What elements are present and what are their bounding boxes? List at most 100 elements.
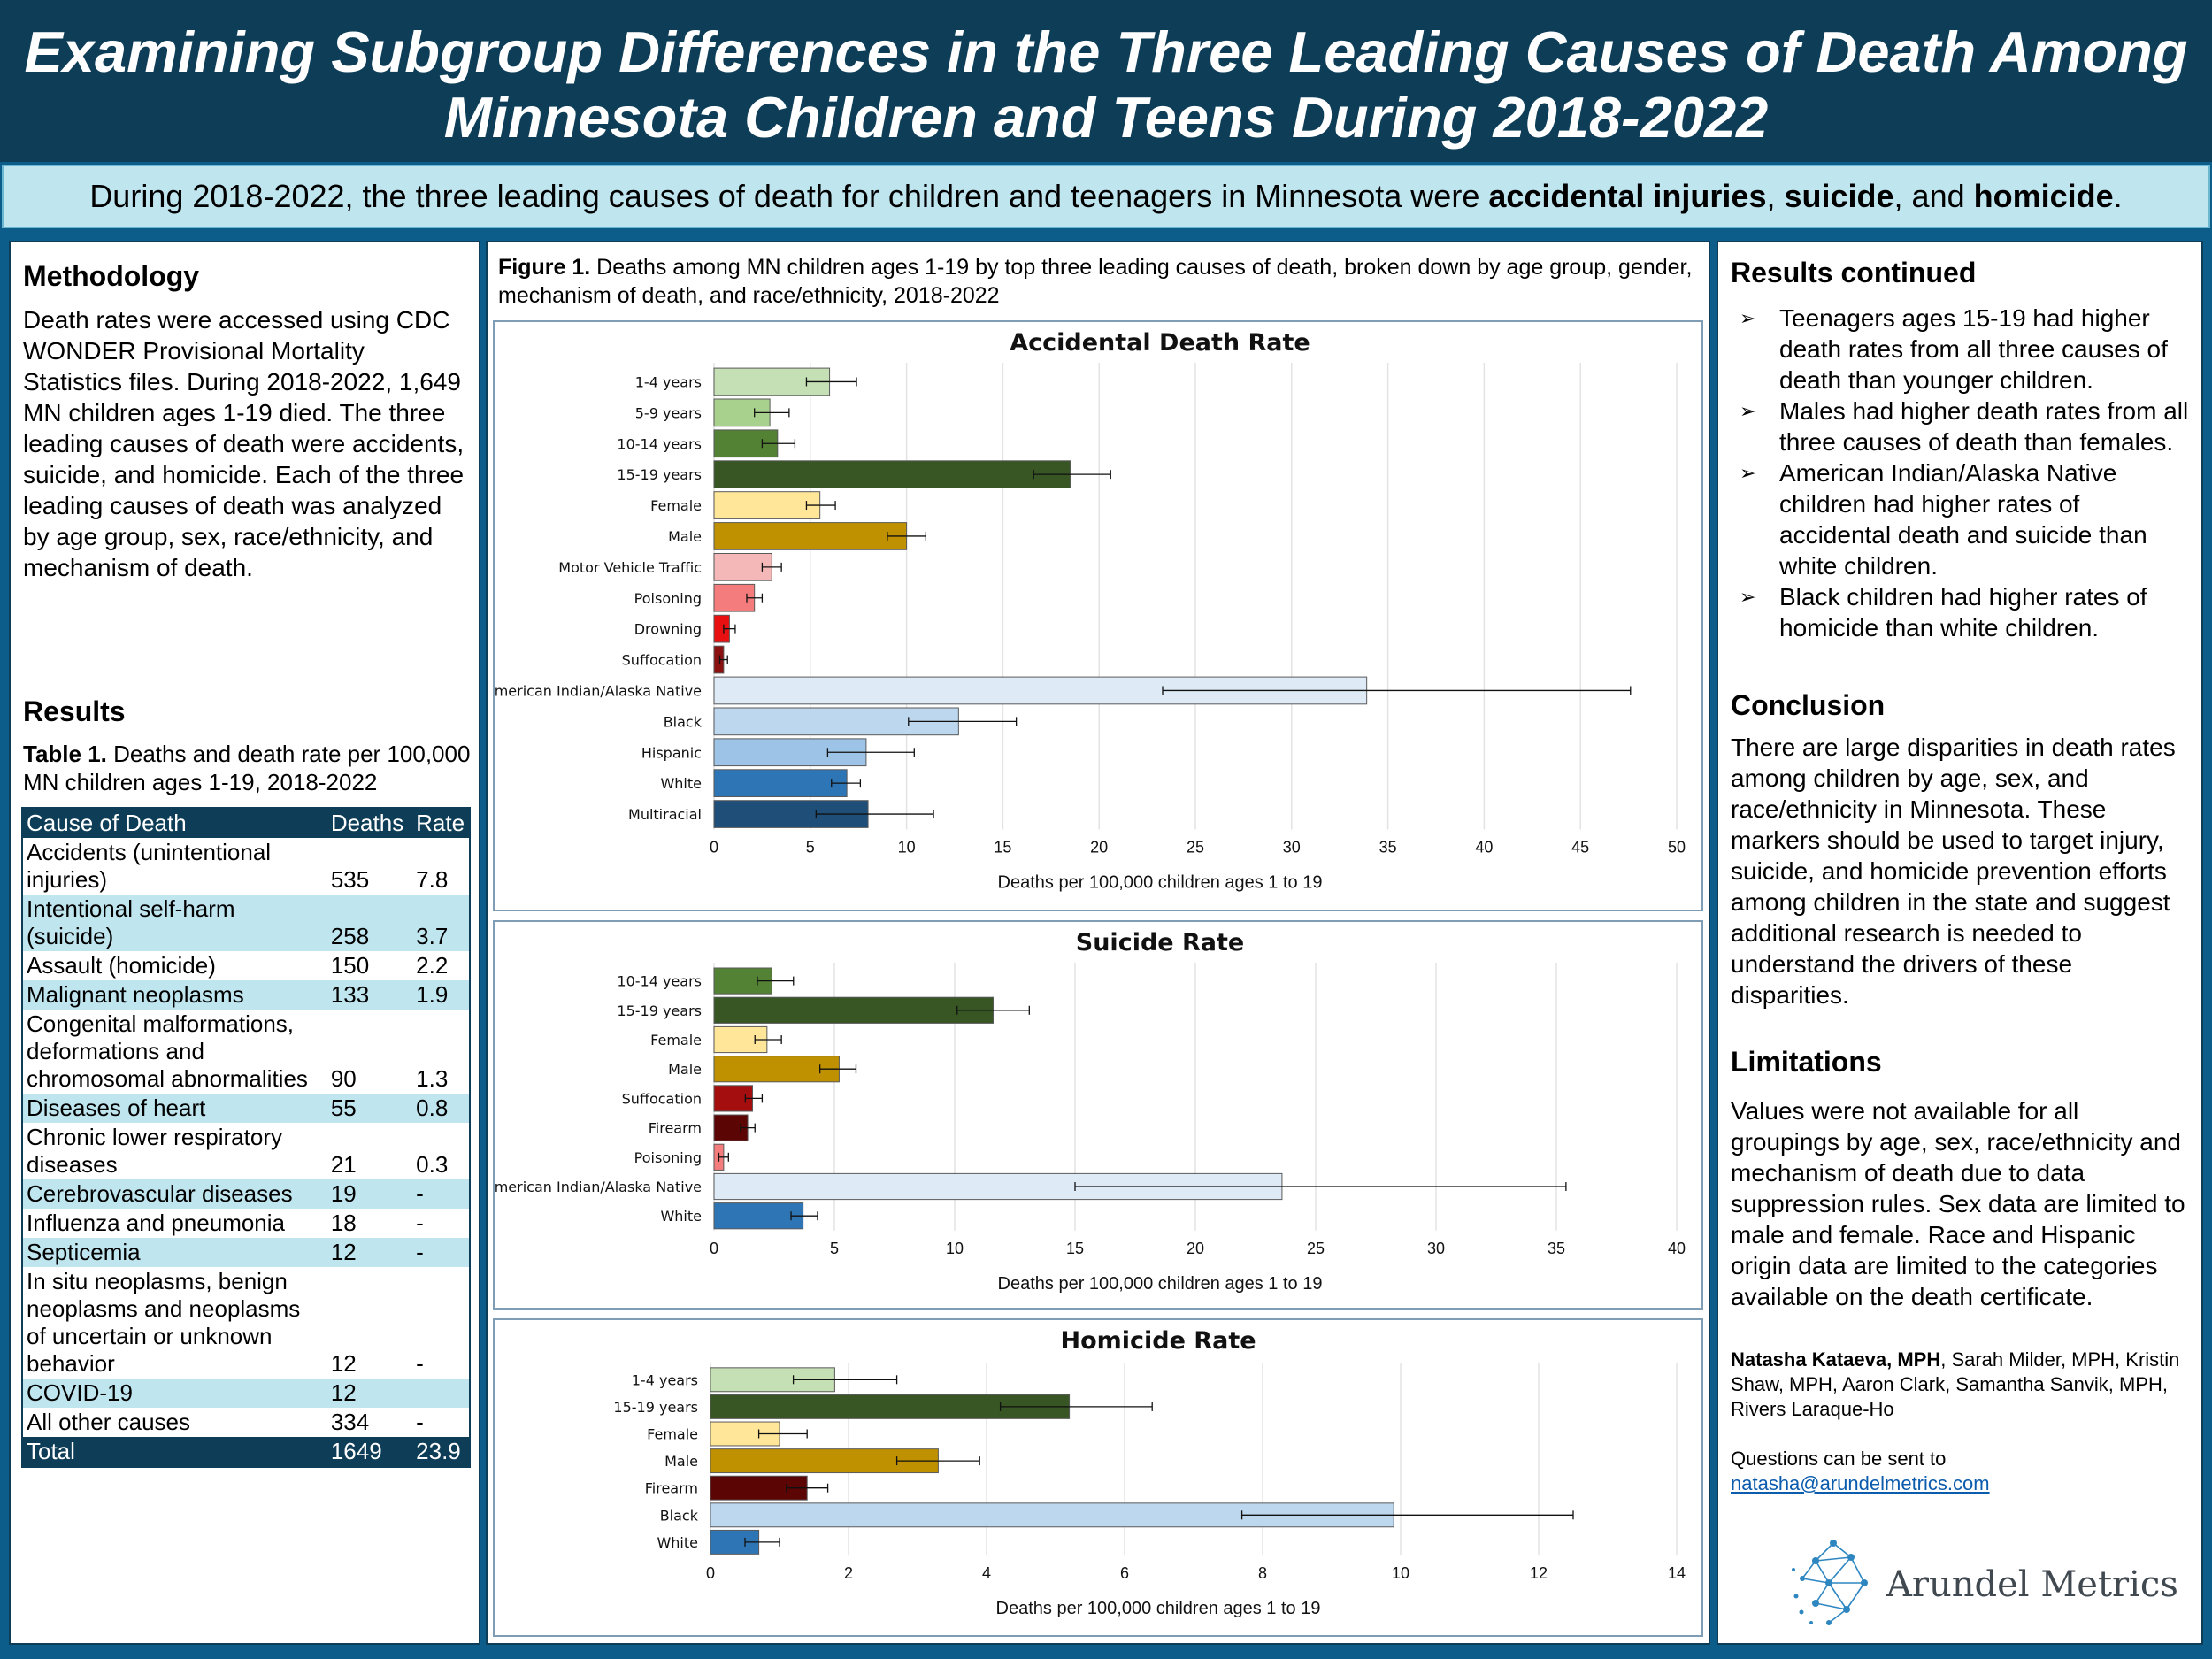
table-cell-rate: 0.3 [416, 1151, 449, 1178]
accidental-category-label: Male [668, 528, 702, 545]
contact-email-link[interactable]: natasha@arundelmetrics.com [1731, 1472, 1990, 1494]
banner-text: During 2018-2022, the three leading caus… [89, 178, 1489, 214]
table-row: Cerebrovascular diseases 19 - [22, 1179, 470, 1209]
banner-bold-accidental: accidental injuries [1488, 178, 1767, 214]
figure-panel: Figure 1. Deaths among MN children ages … [486, 241, 1710, 1645]
table-cell-cause: Septicemia [27, 1239, 141, 1265]
table-caption-text: Deaths and death rate per 100,000 MN chi… [23, 741, 471, 795]
accidental-bar [713, 522, 908, 550]
table-row: Malignant neoplasms 133 1.9 [22, 980, 470, 1010]
accidental-x-tick-label: 0 [710, 839, 718, 856]
table-cell-cause: Accidents (unintentional injuries) [27, 839, 272, 893]
accidental-category-label: 5-9 years [635, 404, 702, 421]
accidental-category-label: 1-4 years [635, 373, 702, 390]
table-row: Accidents (unintentional injuries) 535 7.8 [22, 838, 470, 895]
suicide-x-tick-label: 0 [710, 1240, 718, 1257]
table-row: Chronic lower respiratory diseases 21 0.3 [22, 1123, 470, 1179]
logo-wordmark: Arundel Metrics [1886, 1564, 2178, 1605]
accidental-bar [713, 429, 779, 458]
accidental-x-tick-label: 10 [898, 839, 916, 856]
accidental-category-label: Motor Vehicle Traffic [558, 559, 702, 576]
suicide-x-tick-label: 10 [946, 1240, 964, 1257]
suicide-x-tick-label: 5 [830, 1240, 839, 1257]
accidental-bar [713, 491, 821, 519]
accidental-category-label: American Indian/Alaska Native [495, 682, 702, 699]
accidental-x-tick-label: 45 [1571, 839, 1589, 856]
results-continued-heading: Results continued [1731, 257, 1977, 288]
table-cell-rate: - [416, 1180, 424, 1207]
accidental-category-label: 15-19 years [617, 466, 702, 483]
homicide-chart-title: Homicide Rate [1060, 1327, 1256, 1355]
table-cell-rate: 1.9 [416, 981, 449, 1008]
table-caption-label: Table 1. [23, 741, 107, 767]
suicide-bar [713, 1056, 840, 1083]
accidental-x-tick-label: 5 [806, 839, 815, 856]
banner-end: . [2113, 178, 2123, 214]
table-cell-cause: Malignant neoplasms [27, 981, 244, 1008]
table-row: Influenza and pneumonia 18 - [22, 1209, 470, 1238]
table-header-row: Cause of Death Deaths Rate [22, 808, 470, 838]
table-row: Congenital malformations, deformations a… [22, 1010, 470, 1094]
right-panel: Results continued ➢ Teenagers ages 15-19 … [1717, 241, 2203, 1645]
table-cell-cause: All other causes [27, 1409, 190, 1435]
suicide-bar [713, 1202, 804, 1230]
table-cell-deaths: 12 [330, 1239, 357, 1265]
homicide-x-tick-label: 6 [1120, 1564, 1129, 1582]
table-cell-cause: Chronic lower respiratory diseases [27, 1124, 282, 1178]
accidental-bar [713, 769, 848, 798]
arrow-bullet-icon: ➢ [1740, 400, 1756, 422]
accidental-bar [713, 460, 1071, 489]
co-authors: , Sarah Milder, MPH, Kristin Shaw, MPH, … [1731, 1348, 2180, 1420]
accidental-category-label: Hispanic [641, 744, 702, 761]
table-cell-deaths: 21 [330, 1151, 357, 1178]
accidental-category-label: Multiracial [628, 806, 702, 823]
homicide-category-label: Female [647, 1426, 698, 1443]
table-total-row: Total 1649 23.9 [22, 1437, 470, 1467]
table-row: COVID-19 12 [22, 1379, 470, 1408]
table-cell-deaths: 19 [330, 1180, 357, 1207]
key-finding-banner: During 2018-2022, the three leading caus… [2, 165, 2210, 228]
banner-bold-suicide: suicide [1784, 178, 1894, 214]
suicide-x-tick-label: 35 [1548, 1240, 1565, 1257]
homicide-x-tick-label: 8 [1258, 1564, 1267, 1582]
suicide-category-label: 10-14 years [617, 973, 702, 990]
homicide-x-tick-label: 4 [982, 1564, 991, 1582]
table-cell-deaths: 18 [330, 1210, 357, 1236]
suicide-x-axis-title: Deaths per 100,000 children ages 1 to 19 [998, 1274, 1323, 1294]
table-cell-cause: In situ neoplasms, benign neoplasms and … [27, 1268, 301, 1377]
authors: Natasha Kataeva, MPH, Sarah Milder, MPH,… [1731, 1348, 2189, 1422]
suicide-category-label: Female [650, 1032, 702, 1048]
suicide-category-label: Suffocation [622, 1090, 702, 1107]
accidental-x-axis-title: Deaths per 100,000 children ages 1 to 19 [998, 873, 1323, 893]
suicide-x-tick-label: 40 [1668, 1240, 1686, 1257]
accidental-chart-box: Accidental Death Rate 0 5 10 15 20 25 30 35 40 45 5… [493, 320, 1703, 911]
table-row: Septicemia 12 - [22, 1238, 470, 1267]
table-cell-rate: - [416, 1210, 424, 1236]
homicide-category-label: Black [660, 1507, 699, 1524]
homicide-x-tick-label: 12 [1530, 1564, 1548, 1582]
accidental-death-rate-chart: Accidental Death Rate 0 5 10 15 20 25 30 35 40 45 5… [495, 329, 1686, 893]
network-logo-icon [1792, 1540, 1868, 1625]
accidental-category-label: Poisoning [634, 590, 702, 607]
results-heading: Results [23, 695, 126, 727]
table-cell-rate: 3.7 [416, 923, 449, 949]
title-line-1: Examining Subgroup Differences in the Th… [24, 19, 2188, 84]
homicide-x-tick-label: 2 [844, 1564, 853, 1582]
table-cell-deaths: 150 [330, 952, 370, 979]
homicide-category-label: 1-4 years [632, 1371, 698, 1388]
table-row: Diseases of heart 55 0.8 [22, 1094, 470, 1123]
total-rate: 23.9 [416, 1438, 461, 1464]
methodology-body: Death rates were accessed using CDC WOND… [23, 306, 465, 581]
homicide-x-axis-title: Deaths per 100,000 children ages 1 to 19 [996, 1599, 1321, 1618]
conclusion-body: There are large disparities in death rat… [1731, 733, 2176, 1009]
result-bullet: ➢ Teenagers ages 15-19 had higher death r… [1731, 303, 2189, 396]
table-cell-deaths: 133 [330, 981, 370, 1008]
suicide-x-tick-label: 20 [1187, 1240, 1204, 1257]
poster-title: Examining Subgroup Differences in the Th… [0, 0, 2212, 150]
table-cell-deaths: 334 [330, 1409, 370, 1435]
arrow-bullet-icon: ➢ [1740, 307, 1756, 329]
accidental-x-tick-label: 30 [1283, 839, 1301, 856]
table-row: Intentional self-harm (suicide) 258 3.7 [22, 895, 470, 951]
suicide-chart-box: Suicide Rate 0 5 10 15 20 25 30 35 40 10-14 years 1… [493, 920, 1703, 1310]
table-cell-rate: - [416, 1350, 424, 1377]
